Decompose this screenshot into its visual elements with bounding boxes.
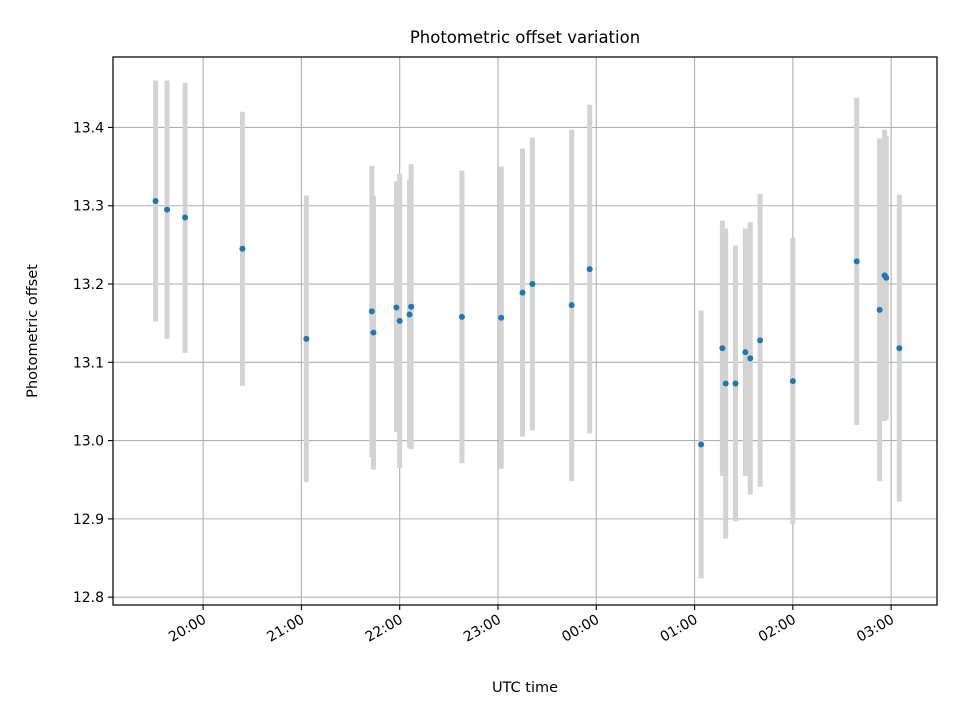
data-point [368,308,375,315]
y-tick-label: 13.1 [73,355,104,371]
data-point [747,355,754,362]
y-tick-label: 13.0 [73,434,104,450]
data-point [498,314,505,321]
data-point [303,335,310,342]
y-tick-label: 12.9 [73,512,104,528]
y-axis: 12.8 12.9 13.0 13.1 13.2 13.3 13.4 [73,120,113,606]
data-point [458,313,465,320]
data-point [164,206,171,213]
y-tick-label: 13.4 [73,120,104,136]
y-tick-label: 13.3 [73,199,104,215]
data-point [239,245,246,252]
data-points [152,198,903,448]
data-point [732,380,739,387]
data-point [876,306,883,313]
data-point [519,289,526,296]
data-point [722,380,729,387]
data-point [152,198,159,205]
data-point [757,337,764,344]
data-point [182,214,189,221]
data-point [853,258,860,265]
data-point [396,317,403,324]
data-point [789,378,796,385]
chart-title: Photometric offset variation [410,28,640,47]
data-point [529,281,536,288]
data-point [586,266,593,273]
data-point [406,311,413,318]
data-point [568,302,575,309]
data-point [896,345,903,352]
data-point [370,329,377,336]
data-point [393,304,400,311]
data-point [408,303,415,310]
x-axis-label: UTC time [492,680,558,696]
y-tick-label: 13.2 [73,277,104,293]
data-point [698,441,705,448]
data-point [883,274,890,281]
y-tick-label: 12.8 [73,590,104,606]
data-point [719,345,726,352]
data-point [742,349,749,356]
plot-frame [112,56,938,606]
y-axis-label: Photometric offset [25,264,41,398]
